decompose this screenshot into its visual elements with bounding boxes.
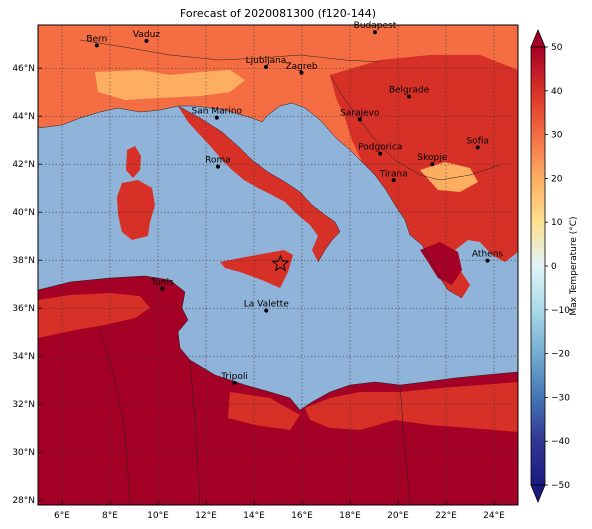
city-label: Podgorica	[358, 143, 402, 153]
lon-tick-label: 14°E	[243, 511, 265, 521]
lon-tick-label: 22°E	[435, 511, 457, 521]
star-marker	[271, 254, 290, 272]
lon-tick-label: 18°E	[339, 511, 361, 521]
colorbar-tick-label: 50	[551, 43, 563, 53]
city-label: Tripoli	[220, 372, 248, 382]
colorbar-min-extend	[530, 484, 546, 504]
lat-tick-label: 40°N	[12, 208, 35, 218]
lon-tick-label: 8°E	[102, 511, 118, 521]
colorbar-label: Max Temperature (°C)	[569, 216, 579, 315]
city-dot	[407, 94, 412, 99]
lon-tick-label: 16°E	[291, 511, 313, 521]
lat-tick-label: 32°N	[12, 400, 35, 410]
lon-tick-label: 12°E	[195, 511, 217, 521]
city-dot	[357, 117, 362, 122]
city-label: Skopje	[417, 153, 447, 163]
colorbar-tick-label: −30	[551, 393, 570, 403]
lat-tick-label: 30°N	[12, 448, 35, 458]
city-dot	[485, 258, 490, 263]
city-dot	[430, 162, 435, 167]
city-label: Tunis	[150, 278, 174, 288]
alps-cool	[95, 70, 245, 100]
city-dot	[299, 70, 304, 75]
italy-land	[178, 106, 340, 262]
lat-tick-label: 38°N	[12, 256, 35, 266]
colorbar-tick-label: −10	[551, 306, 570, 316]
colorbar-tick-label: 10	[551, 218, 563, 228]
colorbar-bar	[530, 46, 546, 486]
city-dot	[372, 30, 377, 35]
city-label: Ljubljana	[246, 56, 287, 66]
map-frame	[37, 24, 519, 506]
city-dot	[160, 286, 165, 291]
colorbar-tick-label: 20	[551, 174, 563, 184]
lat-tick-label: 42°N	[12, 160, 35, 170]
city-label: Athens	[472, 250, 503, 260]
city-dot	[144, 38, 149, 43]
city-dot	[378, 151, 383, 156]
corsica-land	[126, 146, 141, 178]
lat-tick-label: 46°N	[12, 64, 35, 74]
city-label: Bern	[86, 34, 107, 44]
colorbar-max-extend	[530, 28, 546, 48]
colorbar-ticks: 50 40 30 20 10 0 −10 −20 −30 −40 −50	[545, 43, 570, 491]
greece-hot	[420, 242, 462, 285]
colorbar-tick-label: 40	[551, 87, 563, 97]
city-label: San Marino	[192, 107, 243, 117]
balkans-warm	[330, 55, 518, 298]
city-label: Sarajevo	[340, 109, 380, 119]
city-dot	[391, 178, 396, 183]
city-label: La Valette	[244, 300, 289, 310]
city-dot	[264, 308, 269, 313]
colorbar: 50 40 30 20 10 0 −10 −20 −30 −40 −50 Max Temperatu…	[530, 28, 579, 504]
city-label: Belgrade	[389, 86, 430, 96]
city-dot	[475, 145, 480, 150]
city-dot	[214, 115, 219, 120]
city-label: Tirana	[379, 169, 408, 179]
lon-tick-label: 10°E	[147, 511, 169, 521]
colorbar-tick-label: −20	[551, 350, 570, 360]
city-dot	[264, 65, 268, 69]
city-label: Roma	[205, 156, 231, 166]
city-label: Vaduz	[133, 30, 160, 40]
colorbar-tick-label: 0	[551, 262, 557, 272]
city-label: Zagreb	[285, 62, 317, 72]
sicily-land	[220, 250, 293, 288]
city-dot	[216, 164, 220, 169]
carpathian-cool	[420, 162, 478, 192]
sardinia-land	[117, 180, 155, 240]
city-label: Budapest	[354, 21, 397, 31]
lat-tick-label: 28°N	[12, 496, 35, 506]
colorbar-tick-label: −50	[551, 481, 570, 491]
axis-ticks: 6°E 8°E 10°E 12°E 14°E 16°E 18°E 20°E 22°E 24°E 46…	[12, 64, 505, 521]
colorbar-tick-label: −40	[551, 437, 570, 447]
city-dot	[94, 43, 99, 48]
lon-tick-label: 20°E	[387, 511, 409, 521]
lat-tick-label: 44°N	[12, 112, 35, 122]
colorbar-tick-label: 30	[551, 131, 563, 141]
lat-tick-label: 36°N	[12, 304, 35, 314]
lon-tick-label: 24°E	[483, 511, 505, 521]
map-field	[38, 25, 518, 505]
graticule	[38, 25, 518, 505]
lon-tick-label: 6°E	[54, 511, 70, 521]
lat-tick-label: 34°N	[12, 352, 35, 362]
city-label: Sofia	[466, 136, 488, 146]
country-borders	[38, 39, 518, 505]
city-dot	[232, 380, 237, 385]
map-title: Forecast of 2020081300 (f120-144)	[179, 7, 377, 20]
